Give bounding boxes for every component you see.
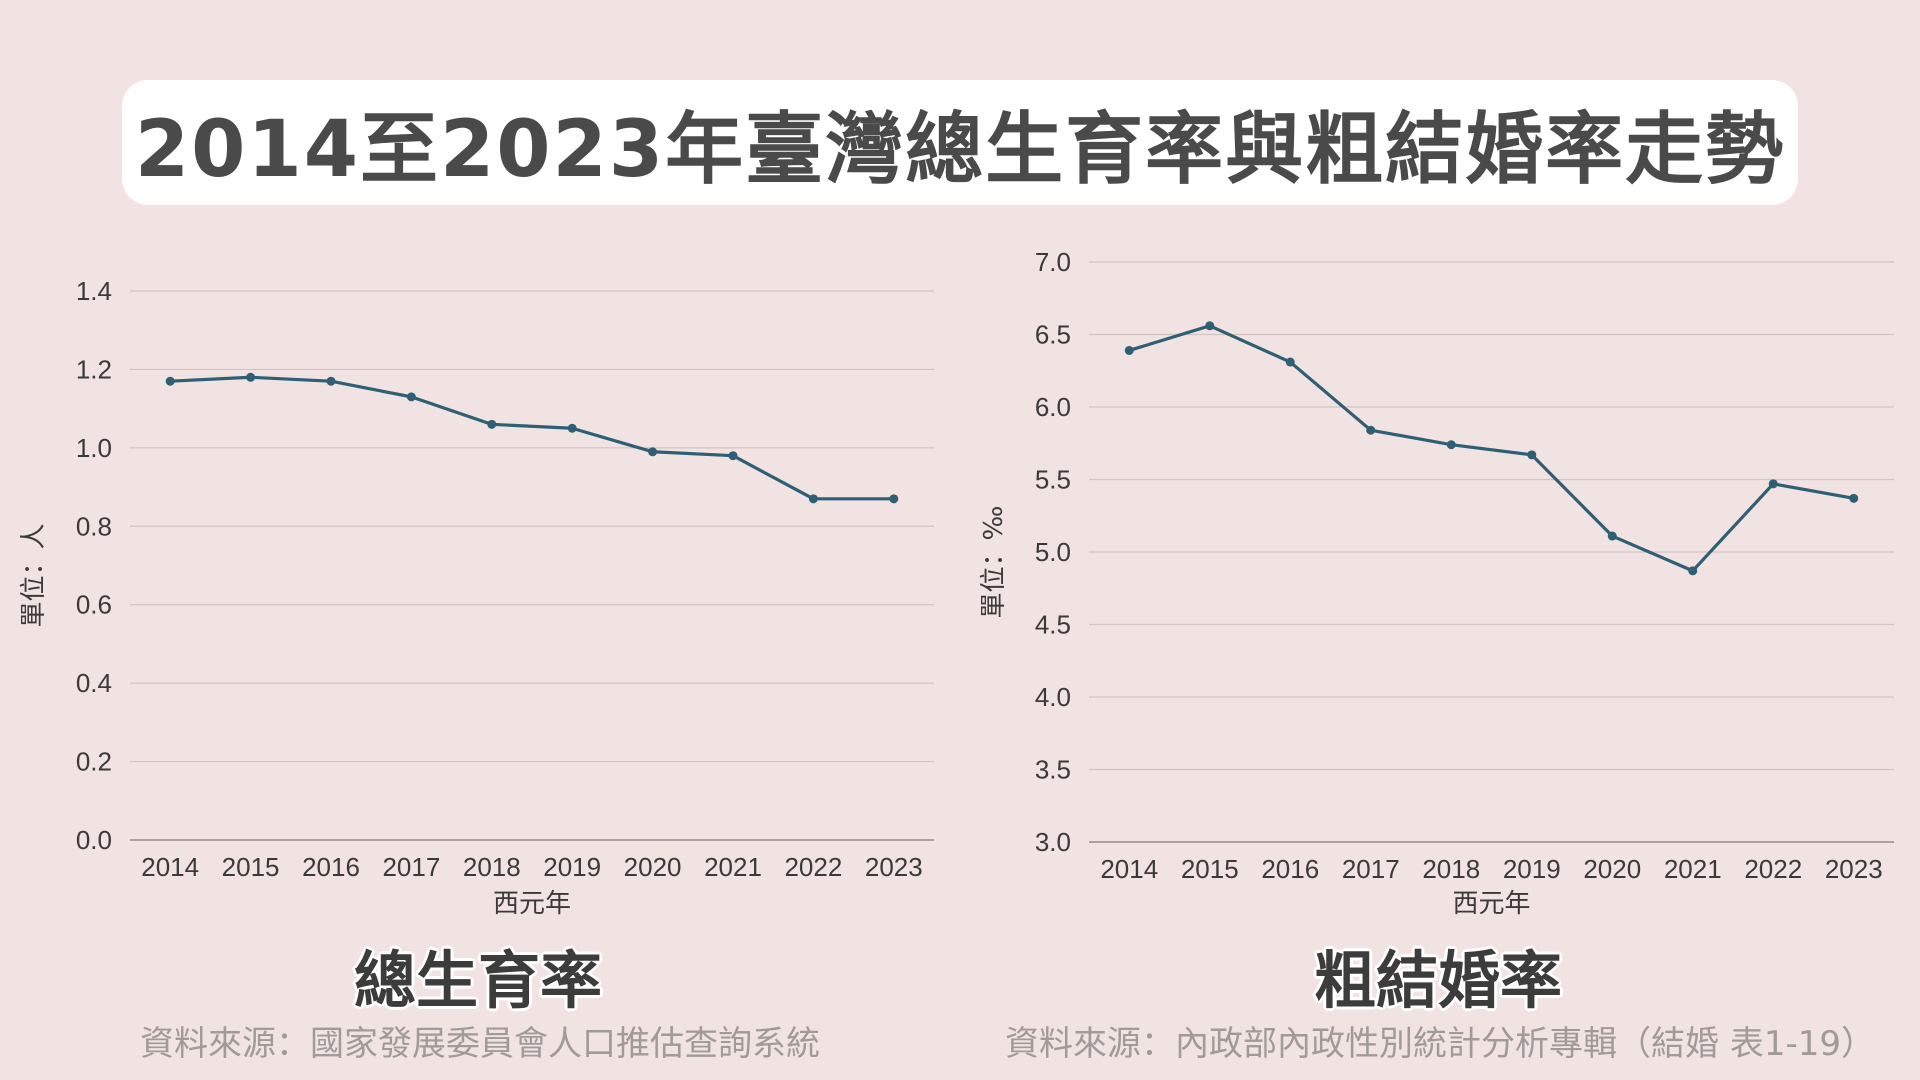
data-point [1849, 493, 1859, 503]
y-tick-label: 6.5 [1035, 320, 1071, 350]
fertility-source-note: 資料來源：國家發展委員會人口推估查詢系統 [140, 1024, 820, 1064]
x-tick-label: 2015 [222, 852, 280, 882]
y-tick-label: 4.5 [1035, 610, 1071, 640]
y-axis-title: 單位：‰ [979, 506, 1009, 619]
x-tick-label: 2016 [302, 852, 360, 882]
y-tick-label: 0.6 [76, 590, 112, 620]
data-point [246, 372, 256, 382]
fertility-rate-chart: 0.0 0.2 0.4 0.6 0.8 1.0 1.2 1.4 2014 2015 2016 2017… [19, 276, 934, 919]
title-banner: 2014至2023年臺灣總生育率與粗結婚率走勢 [122, 80, 1798, 205]
x-tick-label: 2023 [865, 852, 923, 882]
x-tick-label: 2019 [1503, 854, 1561, 884]
series-line [1128, 324, 1855, 573]
data-point [1688, 566, 1698, 576]
x-tick-label: 2018 [463, 852, 521, 882]
y-tick-label: 5.0 [1035, 537, 1071, 567]
x-axis-title: 西元年 [493, 889, 571, 919]
x-tick-label: 2018 [1422, 854, 1480, 884]
data-point [1366, 425, 1376, 435]
y-tick-label: 6.0 [1035, 392, 1071, 422]
x-tick-label: 2015 [1181, 854, 1239, 884]
data-point [1768, 479, 1778, 489]
marriage-rate-chart: 3.0 3.5 4.0 4.5 5.0 5.5 6.0 6.5 7.0 2014 2015 2016 2… [979, 247, 1894, 919]
y-axis-title: 單位：人 [19, 523, 49, 627]
y-tick-label: 0.0 [76, 825, 112, 855]
y-tick-label: 5.5 [1035, 465, 1071, 495]
y-tick-label: 1.4 [76, 276, 112, 306]
data-point [728, 451, 738, 461]
data-point [889, 494, 899, 504]
y-tick-label: 0.4 [76, 668, 112, 698]
data-point [1205, 321, 1215, 331]
data-point [1124, 345, 1134, 355]
x-tick-label: 2021 [704, 852, 762, 882]
y-tick-label: 1.0 [76, 433, 112, 463]
x-tick-label: 2016 [1261, 854, 1319, 884]
marriage-chart-title: 粗結婚率 [1313, 944, 1563, 1017]
data-point [406, 392, 416, 402]
x-tick-label: 2019 [543, 852, 601, 882]
data-point [567, 423, 577, 433]
x-tick-label: 2017 [1342, 854, 1400, 884]
y-tick-label: 7.0 [1035, 247, 1071, 277]
y-tick-label: 3.0 [1035, 827, 1071, 857]
x-tick-label: 2023 [1825, 854, 1883, 884]
data-point [326, 376, 336, 386]
x-tick-label: 2017 [382, 852, 440, 882]
x-tick-label: 2022 [784, 852, 842, 882]
data-point [1527, 450, 1537, 460]
x-tick-label: 2014 [141, 852, 199, 882]
y-tick-label: 0.2 [76, 747, 112, 777]
y-tick-label: 4.0 [1035, 682, 1071, 712]
page-title: 2014至2023年臺灣總生育率與粗結婚率走勢 [134, 104, 1786, 195]
data-point [1607, 531, 1617, 541]
y-tick-label: 1.2 [76, 354, 112, 384]
y-tick-label: 3.5 [1035, 755, 1071, 785]
data-point [808, 494, 818, 504]
data-point [648, 447, 658, 457]
x-axis-title: 西元年 [1452, 889, 1530, 919]
x-tick-label: 2020 [1583, 854, 1641, 884]
marriage-source-note: 資料來源：內政部內政性別統計分析專輯（結婚 表1-19） [1005, 1024, 1875, 1064]
data-point [1285, 357, 1295, 367]
data-point [165, 376, 175, 386]
x-tick-label: 2014 [1100, 854, 1158, 884]
x-tick-label: 2021 [1664, 854, 1722, 884]
x-tick-label: 2020 [624, 852, 682, 882]
data-point [1446, 440, 1456, 450]
series-line [170, 375, 894, 501]
x-tick-label: 2022 [1744, 854, 1802, 884]
fertility-chart-title: 總生育率 [353, 944, 603, 1017]
data-point [487, 419, 497, 429]
y-tick-label: 0.8 [76, 511, 112, 541]
